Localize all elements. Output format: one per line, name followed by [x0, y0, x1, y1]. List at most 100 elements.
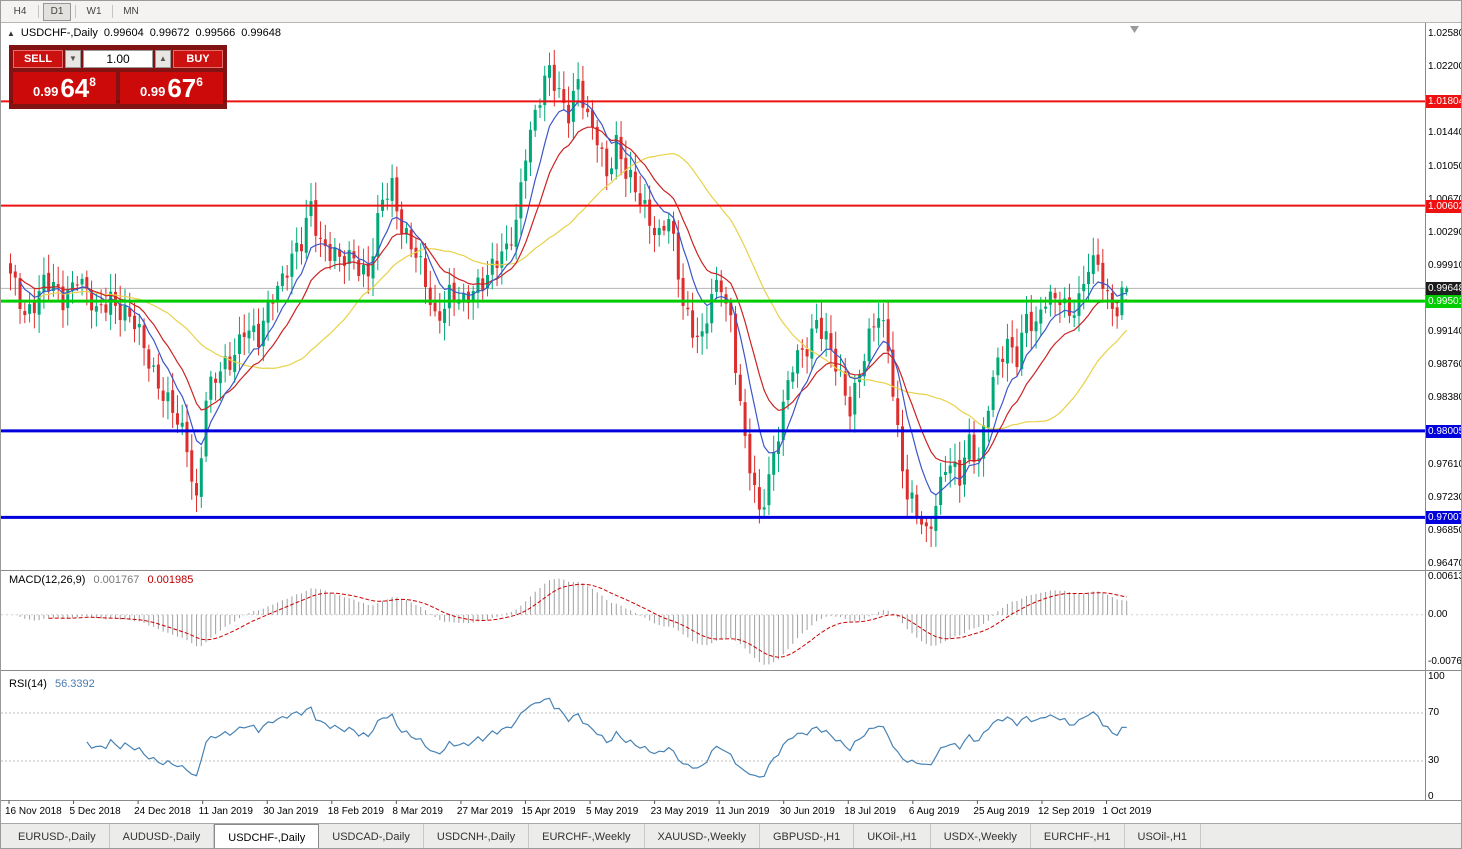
date-axis-label: 24 Dec 2018 [134, 806, 191, 817]
volume-decrease-button[interactable]: ▼ [65, 50, 81, 68]
toolbar-separator [38, 5, 39, 18]
chart-tab[interactable]: USDCHF-,Daily [214, 824, 320, 848]
sell-price-pips: 64 [60, 73, 90, 103]
date-axis-label: 5 May 2019 [586, 806, 639, 817]
price-tick-label: 0.96850 [1428, 525, 1462, 536]
date-axis-label: 5 Dec 2018 [69, 806, 121, 817]
sell-price-quote[interactable]: 0.99 64 8 [13, 72, 116, 104]
macd-axis-label: 0.00 [1428, 608, 1448, 620]
bar-high-value: 0.99672 [149, 27, 190, 39]
rsi-indicator [1, 697, 1425, 778]
support-resistance-lines [1, 100, 1425, 519]
date-axis-label: 11 Jan 2019 [198, 806, 253, 817]
bar-open-value: 0.99604 [103, 27, 144, 39]
buy-price-pipette: 6 [196, 75, 203, 89]
moving-averages [19, 100, 1128, 496]
chart-symbol-label: USDCHF-,Daily [20, 27, 98, 39]
rsi-axis-label: 30 [1428, 755, 1440, 766]
chart-tab[interactable]: EURUSD-,Daily [5, 824, 110, 848]
price-tick-label: 0.96470 [1428, 557, 1462, 569]
buy-price-pips: 67 [167, 73, 197, 103]
toolbar-separator [112, 5, 113, 18]
date-axis-label: 30 Jan 2019 [263, 806, 319, 817]
bar-close-value: 0.99648 [241, 27, 281, 39]
macd-axis-label: 0.00613 [1428, 571, 1462, 583]
date-axis-label: 16 Nov 2018 [5, 806, 62, 817]
date-axis-label: 6 Aug 2019 [908, 806, 960, 817]
chart-tab[interactable]: USDCNH-,Daily [424, 824, 530, 848]
rsi-name: RSI(14) [9, 678, 47, 690]
price-tick-label: 1.00670 [1428, 194, 1461, 206]
level-price-label: 0.99501 [1426, 295, 1462, 309]
level-price-label: 0.97007 [1426, 511, 1462, 525]
trade-panel-toggle-icon[interactable]: ▲ [7, 28, 15, 38]
chart-tab[interactable]: EURCHF-,H1 [1031, 824, 1125, 848]
macd-name: MACD(12,26,9) [9, 574, 86, 586]
shift-marker [1130, 26, 1139, 33]
sell-button[interactable]: SELL [13, 50, 63, 68]
chart-tab[interactable]: XAUUSD-,Weekly [645, 824, 760, 848]
price-tick-label: 1.01050 [1428, 160, 1462, 172]
chart-tab[interactable]: USDX-,Weekly [931, 824, 1031, 848]
date-axis-label: 15 Apr 2019 [521, 806, 576, 817]
chart-tab[interactable]: UKOil-,H1 [854, 824, 931, 848]
date-axis[interactable]: 16 Nov 2018 5 Dec 2018 24 Dec 2018 11 Jan 2… [1, 804, 1425, 822]
timeframe-h4-button[interactable]: H4 [6, 3, 34, 21]
volume-input[interactable] [83, 50, 153, 68]
chart-shift-marker-icon [1130, 26, 1139, 33]
timeframe-d1-button[interactable]: D1 [43, 2, 71, 21]
bid-price-label: 0.99648 [1426, 282, 1462, 296]
level-price-label: 0.98005 [1426, 424, 1462, 438]
rsi-label: RSI(14) 56.3392 [9, 678, 95, 690]
panel-frame [1, 23, 1461, 801]
date-axis-label: 23 May 2019 [650, 806, 709, 817]
chart-tab[interactable]: AUDUSD-,Daily [110, 824, 215, 848]
chart-tab[interactable]: EURCHF-,Weekly [529, 824, 645, 848]
date-axis-ticks [8, 800, 1108, 804]
sell-price-big-figure: 0.99 [33, 83, 59, 99]
rsi-axis-label: 70 [1428, 707, 1440, 718]
buy-price-quote[interactable]: 0.99 67 6 [120, 72, 223, 104]
date-axis-label: 27 Mar 2019 [456, 806, 514, 817]
level-price-label: 1.01804 [1426, 95, 1462, 109]
macd-signal-value: 0.001985 [147, 574, 194, 586]
buy-price-big-figure: 0.99 [140, 83, 166, 99]
date-axis-label: 1 Oct 2019 [1102, 806, 1152, 817]
price-tick-label: 0.97230 [1428, 492, 1462, 504]
price-tick-label: 0.99910 [1428, 259, 1462, 271]
timeframe-w1-button[interactable]: W1 [80, 3, 108, 21]
chart-tab[interactable]: GBPUSD-,H1 [760, 824, 855, 848]
macd-indicator [1, 578, 1425, 665]
price-tick-label: 0.97610 [1428, 459, 1462, 471]
date-axis-label: 11 Jun 2019 [715, 806, 770, 817]
bar-low-value: 0.99566 [195, 27, 236, 39]
price-tick-label: 1.02200 [1428, 60, 1462, 72]
volume-increase-button[interactable]: ▲ [155, 50, 171, 68]
price-tick-label: 1.02580 [1428, 28, 1462, 40]
timeframe-mn-button[interactable]: MN [117, 3, 145, 21]
price-tick-label: 0.99140 [1428, 326, 1462, 338]
date-axis-label: 18 Feb 2019 [327, 806, 384, 817]
chart-tab[interactable]: USDCAD-,Daily [319, 824, 424, 848]
price-tick-label: 0.98760 [1428, 359, 1462, 371]
chart-tab-bar: EURUSD-,Daily AUDUSD-,Daily USDCHF-,Daily U… [1, 823, 1461, 848]
price-scale[interactable]: 1.02580 1.02200 1.01440 1.01050 1.00670 1.002… [1426, 1, 1462, 823]
level-price-label: 1.00602 [1426, 199, 1462, 213]
buy-button[interactable]: BUY [173, 50, 223, 68]
date-axis-label: 12 Sep 2019 [1037, 806, 1095, 817]
price-tick-label: 0.98380 [1428, 392, 1462, 404]
timeframe-toolbar: H4 D1 W1 MN [1, 1, 1461, 23]
date-axis-label: 18 Jul 2019 [844, 806, 896, 817]
chart-tab[interactable]: USOil-,H1 [1125, 824, 1202, 848]
candlesticks [9, 49, 1129, 548]
toolbar-separator [75, 5, 76, 18]
date-axis-label: 25 Aug 2019 [973, 806, 1030, 817]
date-axis-label: 8 Mar 2019 [392, 806, 443, 817]
rsi-axis-label: 100 [1428, 671, 1445, 682]
date-axis-label: 30 Jun 2019 [779, 806, 835, 817]
price-tick-label: 1.01440 [1428, 126, 1462, 138]
rsi-value: 56.3392 [54, 678, 95, 690]
